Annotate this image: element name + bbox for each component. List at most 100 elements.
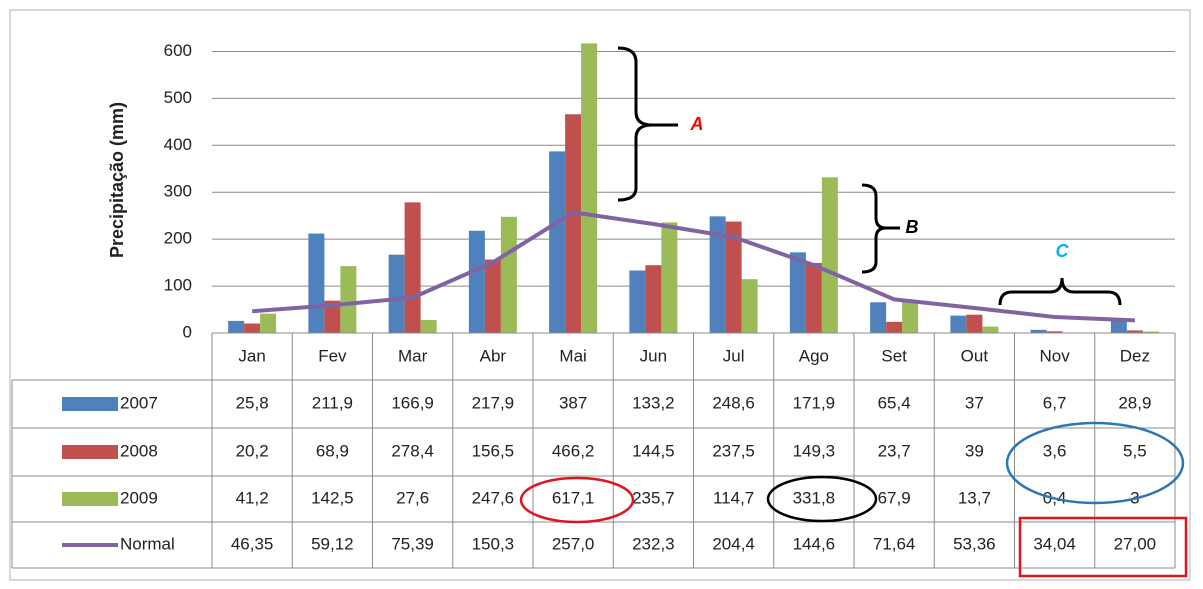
highlight-ellipse-blue (1005, 421, 1185, 505)
table-cell: 67,9 (878, 488, 911, 507)
table-cell: 23,7 (878, 441, 911, 460)
bar (1126, 330, 1143, 333)
bar (500, 216, 517, 333)
table-cell: 28,9 (1118, 393, 1151, 412)
table-cell: 237,5 (712, 441, 755, 460)
x-tick-label: Mar (398, 346, 428, 365)
y-tick-label: 0 (183, 322, 192, 341)
legend-label: Normal (120, 534, 175, 553)
annotation: B (906, 217, 919, 237)
table-cell: 247,6 (472, 488, 515, 507)
table-cell: 41,2 (236, 488, 269, 507)
table-cell: 114,7 (713, 488, 754, 507)
x-tick-label: Mai (559, 346, 586, 365)
table-cell: 27,6 (396, 488, 429, 507)
table-cell: 3,6 (1043, 441, 1067, 460)
bar (950, 315, 967, 333)
x-tick-label: Out (961, 346, 989, 365)
bar (388, 254, 405, 333)
x-tick-label: Set (881, 346, 907, 365)
bar (629, 270, 646, 333)
y-tick-label: 300 (164, 182, 192, 201)
table-cell: 156,5 (472, 441, 515, 460)
bar (420, 320, 437, 333)
bar (645, 265, 662, 333)
bar (1046, 331, 1063, 333)
highlight-ellipse-red (519, 476, 635, 524)
bar (709, 216, 726, 333)
bar (886, 321, 903, 333)
table-cell: 133,2 (632, 393, 675, 412)
bar (468, 230, 485, 333)
y-axis-label: Precipitação (mm) (107, 102, 127, 258)
y-tick-label: 200 (164, 229, 192, 248)
table-cell: 37 (965, 393, 984, 412)
y-tick-label: 500 (164, 88, 192, 107)
table-cell: 232,3 (632, 534, 675, 553)
table-cell: 59,12 (311, 534, 354, 553)
y-tick-label: 600 (164, 41, 192, 60)
table-cell: 217,9 (472, 393, 515, 412)
legend-swatch (62, 445, 118, 459)
bar (228, 320, 245, 333)
table-cell: 171,9 (793, 393, 836, 412)
table-cell: 331,8 (793, 488, 836, 507)
table-cell: 144,5 (632, 441, 675, 460)
table-cell: 257,0 (552, 534, 595, 553)
bar (902, 301, 919, 333)
bar (789, 252, 806, 333)
table-cell: 150,3 (472, 534, 515, 553)
table-cell: 149,3 (793, 441, 836, 460)
table-cell: 65,4 (878, 393, 911, 412)
table-cell: 27,00 (1114, 534, 1157, 553)
table-cell: 142,5 (311, 488, 354, 507)
bar (260, 313, 277, 333)
x-tick-label: Ago (799, 346, 829, 365)
bar (1142, 331, 1159, 333)
table-cell: 211,9 (312, 393, 353, 412)
bar (581, 43, 598, 334)
bar (821, 177, 838, 333)
y-tick-label: 100 (164, 276, 192, 295)
table-cell: 46,35 (231, 534, 274, 553)
table-cell: 34,04 (1033, 534, 1076, 553)
table-cell: 248,6 (712, 393, 755, 412)
bar (308, 233, 325, 333)
x-tick-label: Jul (723, 346, 745, 365)
table-cell: 5,5 (1123, 441, 1147, 460)
table-cell: 39 (965, 441, 984, 460)
table-cell: 75,39 (391, 534, 434, 553)
chart-frame (9, 9, 1191, 581)
bar (324, 300, 341, 333)
legend-swatch (62, 397, 118, 411)
bar (484, 259, 501, 333)
table-cell: 53,36 (953, 534, 996, 553)
x-tick-label: Dez (1120, 346, 1150, 365)
legend-label: 2009 (120, 488, 158, 507)
table-cell: 466,2 (552, 441, 595, 460)
legend-swatch (62, 492, 118, 506)
bar (244, 323, 261, 333)
y-tick-label: 400 (164, 135, 192, 154)
legend-label: 2008 (120, 441, 158, 460)
table-cell: 71,64 (873, 534, 916, 553)
bar (661, 222, 678, 333)
table-cell: 25,8 (236, 393, 269, 412)
x-tick-label: Fev (318, 346, 347, 365)
bar (966, 314, 983, 333)
x-tick-label: Abr (480, 346, 507, 365)
brace-c (998, 277, 1122, 306)
table-cell: 13,7 (958, 488, 991, 507)
table-cell: 144,6 (793, 534, 836, 553)
legend-label: 2007 (120, 393, 158, 412)
bar (870, 302, 887, 333)
highlight-ellipse-black (766, 475, 878, 523)
table-cell: 20,2 (236, 441, 269, 460)
plot-layer: 0 100 200 300 400 500 600 Jan Fev Mar Abr Mai Jun Jul… (11, 41, 1176, 569)
bar (549, 151, 566, 333)
bar (1110, 319, 1127, 333)
table-cell: 68,9 (316, 441, 349, 460)
x-tick-label: Jun (640, 346, 667, 365)
table-cell: 617,1 (552, 488, 595, 507)
